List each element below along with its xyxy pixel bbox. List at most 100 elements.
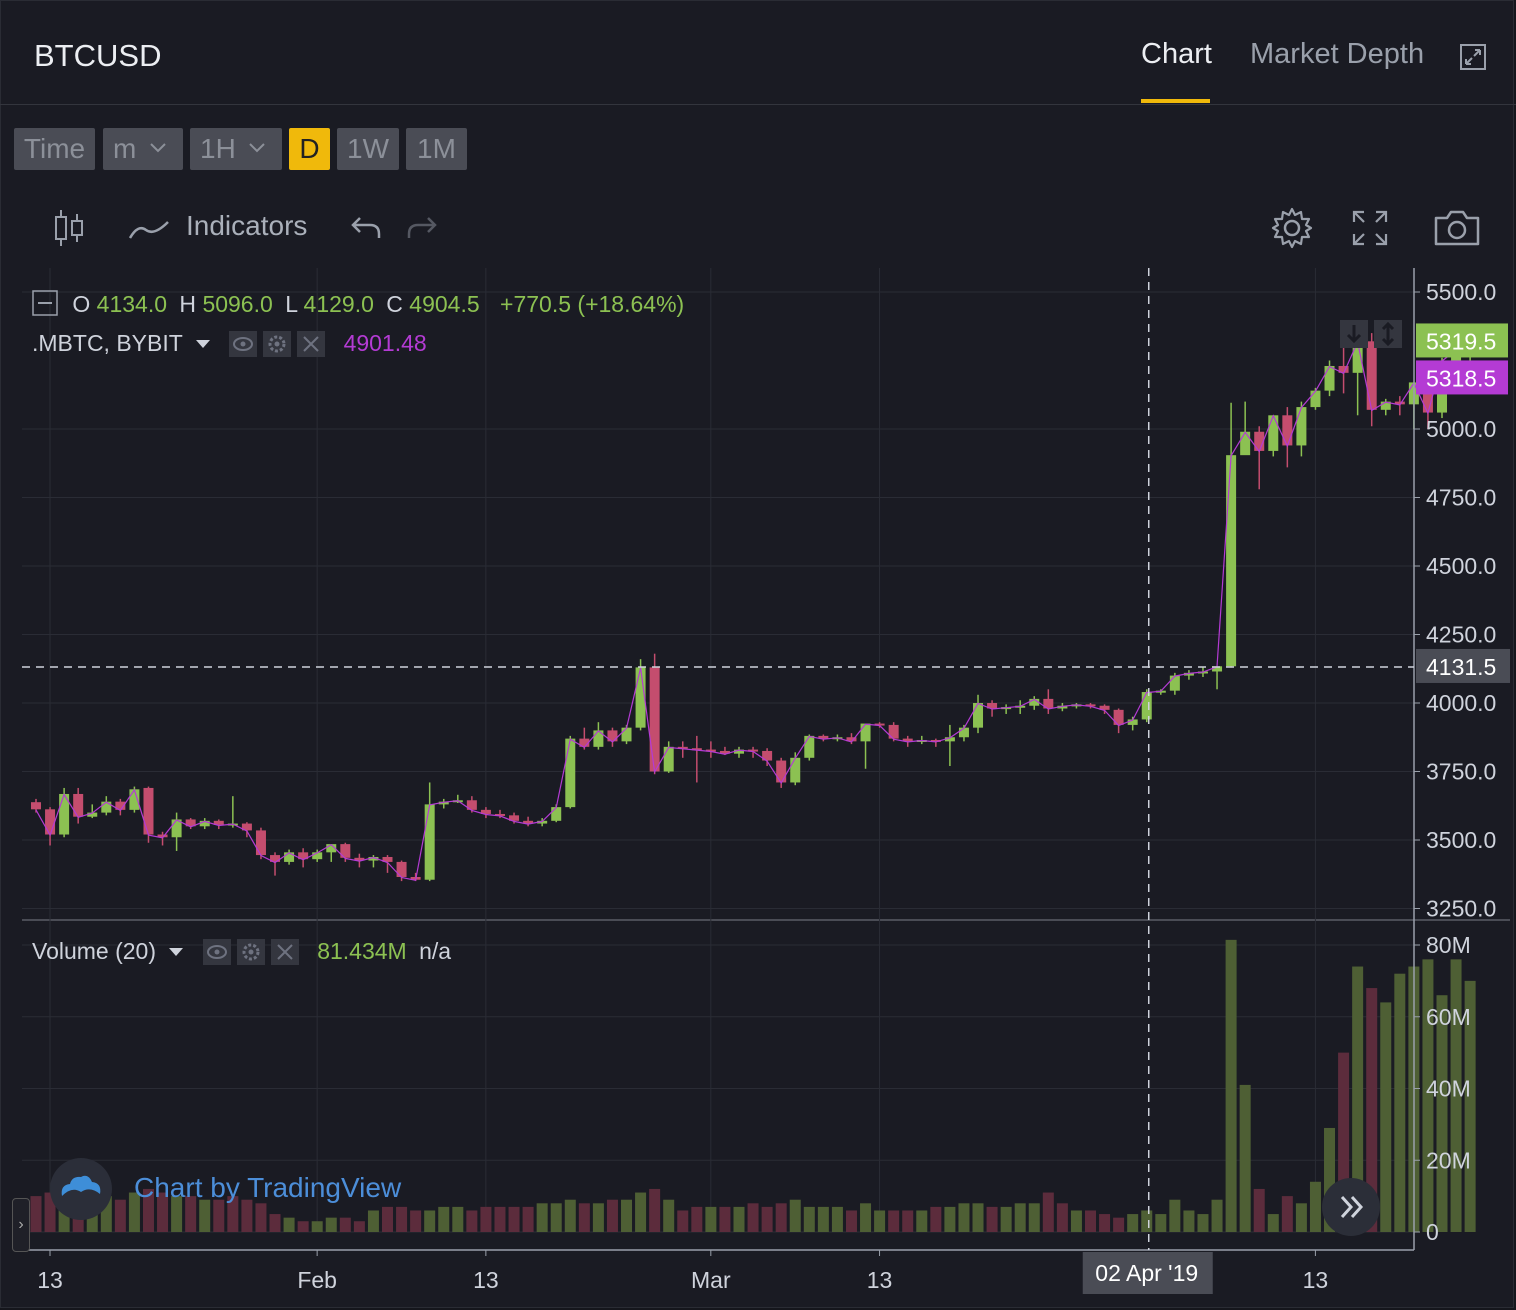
gear-icon[interactable]	[263, 331, 292, 357]
candle-body	[1113, 709, 1124, 725]
volume-bar	[1239, 1084, 1251, 1232]
volume-bar	[522, 1206, 534, 1232]
volume-tick-label: 0	[1426, 1219, 1439, 1245]
gear-icon[interactable]	[236, 939, 265, 965]
index-series-controls	[229, 331, 333, 357]
candle-body	[1268, 415, 1279, 451]
candle-body	[1029, 698, 1040, 706]
volume-bar	[1281, 1196, 1293, 1232]
timeframe-hours[interactable]: 1H	[190, 128, 282, 170]
index-name: .MBTC, BYBIT	[32, 330, 183, 356]
candle-body	[804, 735, 815, 758]
volume-name: Volume (20)	[32, 938, 157, 964]
volume-bar	[142, 1188, 154, 1232]
scale-fit-icon[interactable]	[1374, 320, 1402, 348]
timeframe-week[interactable]: 1W	[337, 128, 399, 170]
candle-body	[1282, 415, 1293, 446]
volume-bar	[564, 1199, 576, 1232]
candle-body	[1099, 705, 1110, 710]
volume-bar	[606, 1199, 618, 1232]
undo-icon[interactable]	[350, 214, 382, 242]
scroll-to-realtime-button[interactable]	[1322, 1178, 1380, 1236]
grid	[22, 268, 1510, 1233]
tab-market-depth[interactable]: Market Depth	[1250, 38, 1425, 70]
collapse-icon[interactable]	[32, 290, 58, 316]
last-price-label: 5319.5	[1426, 328, 1496, 354]
candle-body	[143, 787, 154, 835]
candle-body	[298, 852, 309, 860]
candle-body	[719, 750, 730, 754]
chevron-down-icon	[249, 143, 265, 153]
volume-bar	[663, 1199, 675, 1232]
camera-icon[interactable]	[1432, 208, 1482, 248]
candle-body	[101, 801, 112, 813]
timeframe-day[interactable]: D	[289, 128, 330, 170]
candle-body	[185, 819, 196, 827]
dropdown-triangle-icon[interactable]	[168, 947, 184, 957]
volume-bar	[297, 1221, 309, 1232]
candle-body	[748, 749, 759, 752]
double-chevron-right-icon	[1340, 1195, 1364, 1219]
crosshair: 4131.5 02 Apr '19	[22, 268, 1510, 1294]
candle-body	[958, 727, 969, 738]
volume-bar	[1338, 1052, 1350, 1232]
volume-bar	[1070, 1210, 1082, 1232]
candle-body	[241, 823, 252, 831]
scroll-down-icon[interactable]	[1340, 320, 1368, 348]
candle-body	[663, 746, 674, 772]
candle-body	[1085, 704, 1096, 707]
indicators-icon[interactable]	[128, 216, 170, 242]
tab-chart[interactable]: Chart	[1141, 38, 1212, 70]
volume-bar	[550, 1203, 562, 1232]
volume-bar	[171, 1196, 183, 1232]
eye-icon[interactable]	[229, 331, 258, 357]
gear-icon[interactable]	[1270, 206, 1314, 250]
volume-bar	[817, 1206, 829, 1232]
candle-body	[973, 703, 984, 728]
indicators-button[interactable]: Indicators	[186, 210, 308, 241]
volume-bar	[1225, 939, 1237, 1232]
candlestick-icon[interactable]	[52, 208, 86, 248]
volume-tick-label: 80M	[1426, 932, 1471, 958]
volume-bar	[1253, 1188, 1265, 1232]
volume-bar	[677, 1210, 689, 1232]
candle-body	[1212, 666, 1223, 672]
candle-body	[312, 852, 323, 860]
left-panel-handle[interactable]: ›	[12, 1198, 30, 1252]
timeframe-month[interactable]: 1M	[406, 128, 467, 170]
candle-body	[762, 750, 773, 761]
timeframe-minutes[interactable]: m	[103, 128, 183, 170]
candle-body	[1338, 365, 1349, 373]
volume-bar	[1127, 1214, 1139, 1232]
open-label: O	[72, 291, 91, 317]
candle-body	[734, 749, 744, 754]
volume-tick-label: 40M	[1426, 1076, 1471, 1102]
volume-series-controls	[202, 939, 307, 965]
tradingview-attribution[interactable]: Chart by TradingView	[134, 1172, 402, 1203]
timeframe-time[interactable]: Time	[14, 128, 95, 170]
ohlc-legend: O 4134.0 H 5096.0 L 4129.0 C 4904.5 +770…	[32, 290, 684, 318]
dropdown-triangle-icon[interactable]	[195, 339, 211, 349]
close-icon[interactable]	[297, 331, 326, 357]
price-pane	[22, 268, 1414, 918]
volume-bar	[944, 1206, 956, 1232]
price-tick-label: 5500.0	[1426, 279, 1496, 305]
time-tick-label: 13	[473, 1267, 499, 1293]
crosshair-date-bg	[1082, 1252, 1213, 1294]
crosshair-price-bg	[1416, 648, 1510, 683]
close-icon[interactable]	[270, 939, 299, 965]
crosshair-date-label: 02 Apr '19	[1095, 1260, 1198, 1286]
volume-bar	[1436, 995, 1448, 1232]
fullscreen-icon[interactable]	[1350, 208, 1390, 248]
candle-body	[930, 739, 941, 742]
expand-icon[interactable]	[1460, 44, 1486, 70]
volume-value: 81.434M	[317, 938, 407, 964]
candle-body	[213, 820, 224, 825]
eye-icon[interactable]	[202, 939, 231, 965]
candle-body	[1366, 341, 1377, 410]
volume-bar	[128, 1192, 140, 1232]
volume-bar	[1422, 959, 1434, 1232]
redo-icon[interactable]	[406, 214, 438, 242]
tradingview-logo[interactable]	[50, 1158, 112, 1220]
